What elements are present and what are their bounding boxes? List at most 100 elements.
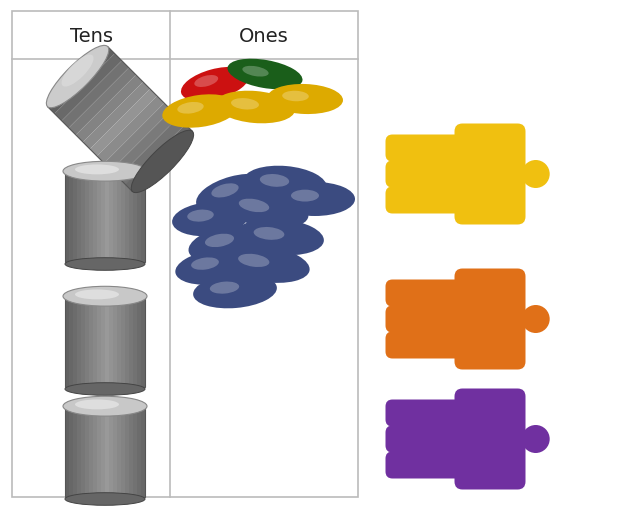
Bar — [97, 297, 101, 387]
Ellipse shape — [211, 184, 239, 198]
Text: Tens: Tens — [69, 26, 112, 45]
Ellipse shape — [194, 76, 218, 88]
FancyBboxPatch shape — [454, 389, 525, 490]
Ellipse shape — [221, 246, 310, 284]
Bar — [97, 97, 164, 164]
FancyBboxPatch shape — [386, 400, 470, 427]
Bar — [62, 62, 129, 129]
Ellipse shape — [65, 258, 145, 271]
Bar — [81, 297, 85, 387]
Ellipse shape — [231, 99, 259, 110]
Bar — [105, 172, 109, 263]
Bar — [85, 297, 89, 387]
Bar — [90, 90, 157, 157]
Bar — [125, 125, 192, 192]
Bar — [89, 406, 93, 497]
Bar — [65, 406, 69, 497]
Ellipse shape — [181, 68, 249, 102]
Ellipse shape — [63, 397, 147, 416]
Ellipse shape — [260, 175, 289, 187]
FancyBboxPatch shape — [386, 161, 470, 188]
Bar — [121, 297, 125, 387]
Bar — [121, 406, 125, 497]
Ellipse shape — [63, 162, 147, 182]
Bar — [141, 406, 145, 497]
Bar — [77, 172, 81, 263]
Bar — [101, 297, 105, 387]
Bar — [65, 172, 69, 263]
Bar — [125, 297, 129, 387]
Bar — [77, 406, 81, 497]
Ellipse shape — [46, 46, 109, 108]
Ellipse shape — [65, 383, 145, 395]
Bar — [109, 406, 113, 497]
Bar — [85, 406, 89, 497]
Bar — [137, 406, 141, 497]
FancyBboxPatch shape — [386, 426, 470, 453]
FancyBboxPatch shape — [454, 124, 525, 225]
Ellipse shape — [522, 305, 549, 333]
Bar — [77, 297, 81, 387]
Bar — [111, 111, 179, 178]
Bar — [73, 172, 77, 263]
FancyBboxPatch shape — [386, 280, 470, 307]
Ellipse shape — [187, 210, 214, 222]
Bar — [69, 297, 73, 387]
Ellipse shape — [63, 287, 147, 306]
FancyBboxPatch shape — [386, 451, 470, 478]
Ellipse shape — [65, 493, 145, 505]
Ellipse shape — [267, 85, 343, 115]
Bar — [93, 172, 97, 263]
Bar — [113, 172, 117, 263]
Ellipse shape — [215, 92, 295, 124]
Bar — [97, 406, 101, 497]
Bar — [125, 406, 129, 497]
Bar — [118, 118, 185, 185]
Bar — [93, 297, 97, 387]
Bar — [117, 406, 121, 497]
Bar — [101, 406, 105, 497]
Bar — [113, 406, 117, 497]
Ellipse shape — [196, 175, 274, 215]
Bar — [69, 172, 73, 263]
Ellipse shape — [163, 95, 238, 128]
Bar — [81, 172, 85, 263]
Bar — [117, 172, 121, 263]
Bar — [48, 47, 115, 115]
Bar — [121, 172, 125, 263]
Ellipse shape — [227, 60, 302, 90]
Ellipse shape — [242, 67, 269, 77]
Ellipse shape — [172, 203, 248, 237]
Ellipse shape — [210, 282, 239, 294]
Ellipse shape — [291, 190, 319, 202]
Bar — [133, 172, 137, 263]
Bar — [65, 406, 145, 497]
Bar — [93, 406, 97, 497]
Bar — [104, 104, 171, 171]
Bar — [113, 297, 117, 387]
FancyBboxPatch shape — [386, 332, 470, 359]
Ellipse shape — [75, 165, 119, 175]
Bar — [12, 12, 358, 497]
Bar — [69, 69, 136, 135]
Bar — [141, 172, 145, 263]
Ellipse shape — [282, 92, 309, 102]
Bar — [105, 297, 109, 387]
Bar — [109, 297, 113, 387]
Bar — [89, 172, 93, 263]
Bar — [69, 406, 73, 497]
Bar — [65, 172, 145, 263]
Bar — [65, 297, 69, 387]
Ellipse shape — [253, 228, 284, 240]
Bar — [73, 297, 77, 387]
Bar — [73, 406, 77, 497]
Ellipse shape — [522, 161, 549, 189]
Bar — [83, 83, 150, 150]
Bar — [133, 406, 137, 497]
Bar — [105, 406, 109, 497]
Ellipse shape — [243, 166, 327, 203]
Ellipse shape — [275, 183, 355, 216]
Ellipse shape — [193, 274, 277, 309]
Ellipse shape — [236, 219, 324, 256]
Bar — [65, 297, 145, 387]
